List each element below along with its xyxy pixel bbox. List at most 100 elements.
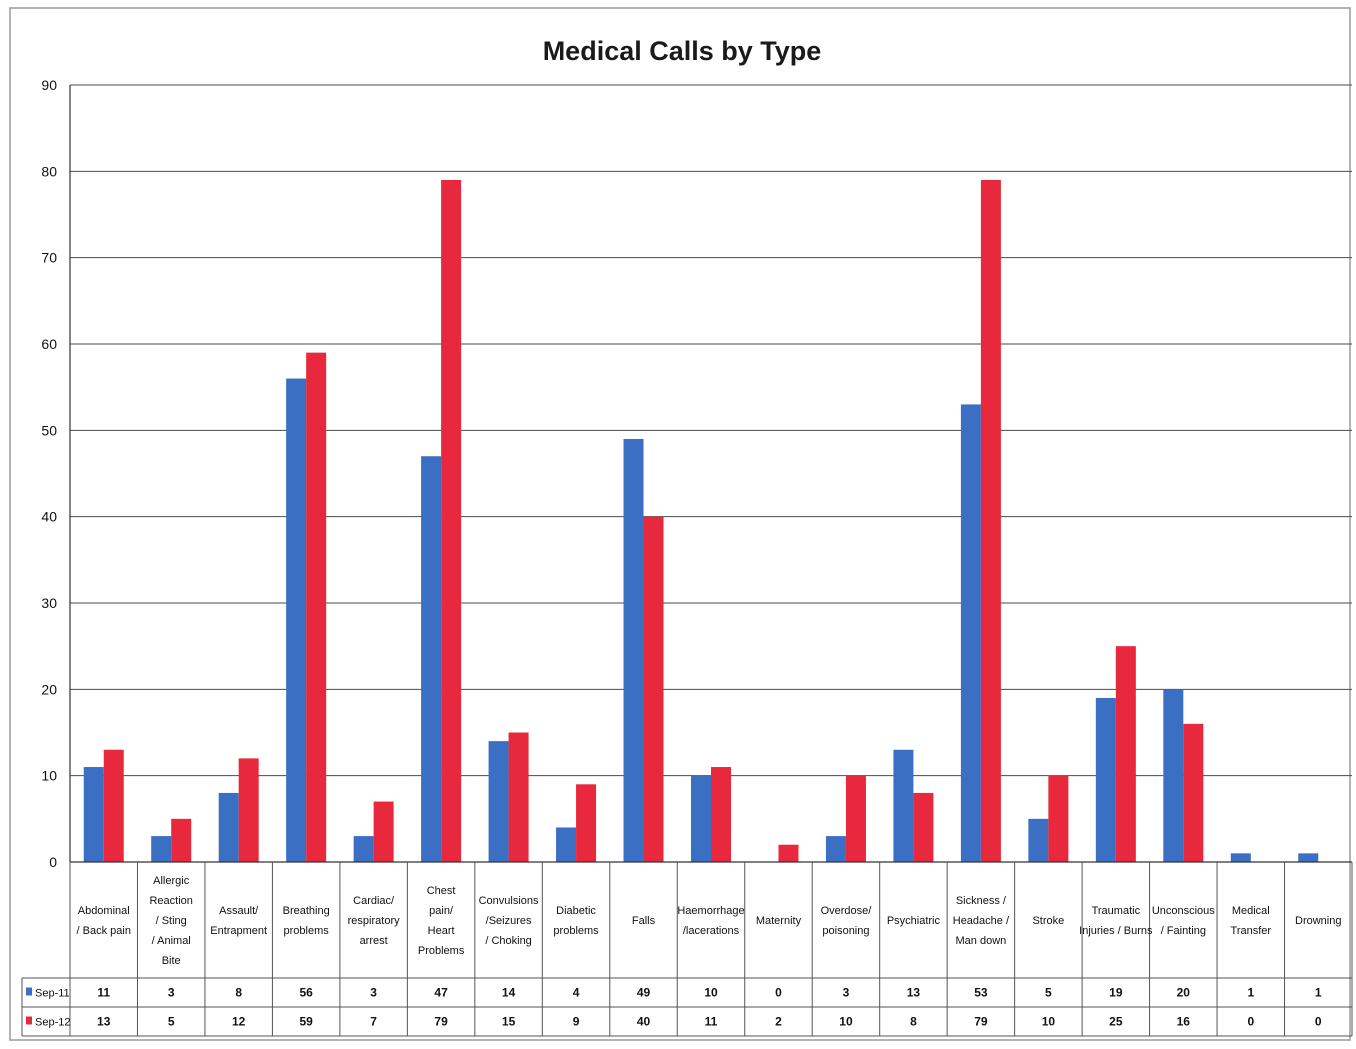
data-label-sep-12: 12 [232, 1015, 246, 1029]
category-label-line: Convulsions [479, 895, 539, 907]
bar-sep-11-16 [1163, 689, 1184, 862]
data-label-sep-11: 3 [370, 986, 377, 1000]
category-label-line: Transfer [1231, 925, 1272, 937]
category-label-line: arrest [360, 935, 388, 947]
data-label-sep-12: 25 [1109, 1015, 1123, 1029]
category-label: Allergic Reaction / Sting / Animal Bite [149, 875, 192, 967]
bar-sep-12-11 [845, 775, 866, 862]
category-label-line: pain/ [429, 905, 454, 917]
y-tick-label: 10 [41, 768, 57, 784]
bar-sep-11-11 [825, 836, 846, 862]
axis-layer: 0 10 20 30 40 50 60 70 80 90 [41, 77, 1352, 870]
y-tick-label: 40 [41, 509, 57, 525]
category-label-line: Stroke [1032, 915, 1064, 927]
bar-sep-11-9 [691, 775, 711, 862]
data-label-sep-11: 8 [235, 986, 242, 1000]
category-label-line: Overdose/ [821, 905, 873, 917]
data-label-sep-12: 0 [1247, 1015, 1254, 1029]
bar-sep-12-5 [441, 179, 462, 862]
bar-sep-11-14 [1028, 818, 1049, 862]
category-label-line: Assault/ [219, 905, 259, 917]
bar-sep-11-18 [1298, 853, 1319, 862]
category-label: Stroke [1032, 915, 1064, 927]
category-label-line: / Sting [156, 915, 187, 927]
bar-sep-11-8 [623, 438, 644, 862]
data-label-sep-11: 13 [907, 986, 921, 1000]
category-label: Haemorrhage/lacerations [677, 905, 744, 937]
category-label: Overdose/poisoning [821, 905, 873, 937]
data-label-sep-11: 1 [1315, 986, 1322, 1000]
category-label-line: / Fainting [1161, 925, 1206, 937]
data-label-sep-12: 15 [502, 1015, 516, 1029]
category-label-line: Maternity [756, 915, 802, 927]
data-label-sep-12: 7 [370, 1015, 377, 1029]
bar-sep-11-15 [1095, 697, 1116, 862]
category-label-line: Man down [956, 935, 1007, 947]
category-label-line: Heart [428, 925, 455, 937]
category-label: Breathing problems [283, 905, 330, 937]
data-label-sep-12: 10 [1042, 1015, 1056, 1029]
category-label-line: poisoning [822, 925, 869, 937]
chart-title: Medical Calls by Type [543, 36, 822, 66]
bar-sep-12-15 [1115, 646, 1136, 862]
data-label-sep-12: 79 [434, 1015, 448, 1029]
category-label: Convulsions/Seizures / Choking [479, 895, 539, 947]
y-tick-label: 90 [41, 77, 57, 93]
data-label-sep-11: 53 [974, 986, 988, 1000]
bar-sep-12-0 [103, 749, 124, 862]
category-label-line: Abdominal [78, 905, 130, 917]
category-label: Psychiatric [887, 915, 941, 927]
data-label-sep-12: 9 [573, 1015, 580, 1029]
data-label-sep-12: 11 [705, 1015, 718, 1029]
category-label-line: Allergic [153, 875, 190, 887]
category-label-line: Medical [1232, 905, 1270, 917]
category-label: Cardiac/respiratory arrest [348, 895, 400, 947]
category-label: Maternity [756, 915, 802, 927]
category-label-line: problems [553, 925, 599, 937]
bar-sep-12-7 [576, 784, 597, 862]
category-label-line: Breathing [283, 905, 330, 917]
category-label: Falls [632, 915, 656, 927]
category-label: Drowning [1295, 915, 1341, 927]
bar-sep-12-9 [711, 767, 731, 862]
data-label-sep-12: 2 [775, 1015, 782, 1029]
category-label-line: Bite [162, 955, 181, 967]
category-label-line: Traumatic [1092, 905, 1141, 917]
bar-sep-12-4 [373, 801, 394, 862]
bar-sep-11-2 [218, 792, 239, 862]
bar-sep-11-5 [421, 456, 442, 862]
bar-sep-12-2 [238, 758, 259, 862]
data-label-sep-12: 79 [974, 1015, 988, 1029]
data-label-sep-12: 0 [1315, 1015, 1322, 1029]
category-label-line: Headache / [953, 915, 1010, 927]
category-label: Sickness / Headache / Man down [953, 895, 1010, 947]
bar-sep-11-3 [286, 378, 307, 862]
bar-sep-11-17 [1230, 853, 1251, 862]
data-label-sep-11: 49 [637, 986, 651, 1000]
category-label: Traumatic Injuries / Burns [1079, 905, 1153, 937]
data-label-sep-11: 4 [573, 986, 580, 1000]
category-label-line: Diabetic [556, 905, 596, 917]
legend-key-sep-11 [26, 987, 32, 996]
data-table: Abdominal / Back pain Allergic Reaction / St… [21, 862, 1353, 1037]
bar-sep-11-0 [83, 767, 104, 862]
category-label-line: Chest [427, 885, 456, 897]
data-label-sep-11: 14 [502, 986, 516, 1000]
y-tick-label: 50 [41, 422, 57, 438]
category-label: Abdominal / Back pain [77, 905, 131, 937]
data-label-sep-11: 19 [1109, 986, 1123, 1000]
category-label: Assault/Entrapment [210, 905, 267, 937]
category-label: Chest pain/Heart Problems [418, 885, 465, 957]
y-tick-label: 20 [41, 681, 57, 697]
data-label-sep-11: 10 [704, 986, 718, 1000]
data-label-sep-11: 56 [299, 986, 313, 1000]
y-tick-label: 60 [41, 336, 57, 352]
category-label-line: Falls [632, 915, 656, 927]
data-label-sep-12: 13 [97, 1015, 111, 1029]
bar-sep-12-13 [980, 179, 1001, 862]
bar-sep-12-6 [508, 732, 529, 862]
data-label-sep-11: 11 [97, 986, 110, 1000]
bar-sep-12-10 [778, 844, 799, 862]
